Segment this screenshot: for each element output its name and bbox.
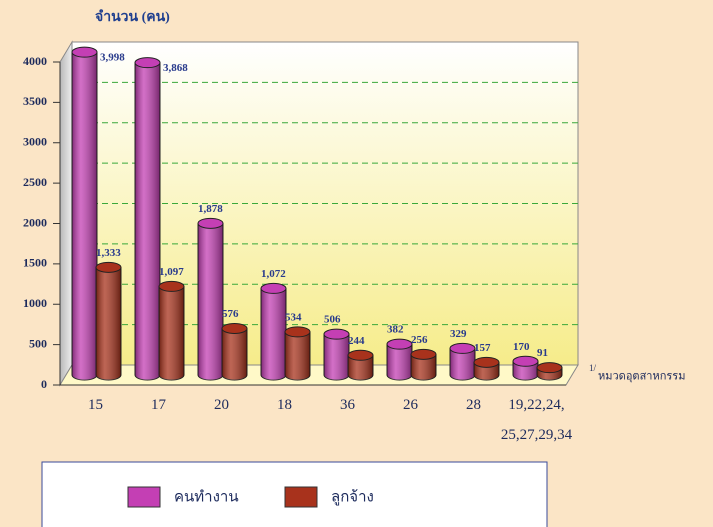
value-label: 1,072 — [261, 268, 286, 280]
value-label: 576 — [222, 308, 239, 320]
cylinder-shade — [261, 288, 286, 380]
cylinder-top — [260, 282, 287, 294]
cylinder — [95, 261, 122, 381]
cylinder-shade — [222, 328, 247, 380]
y-tick-label: 2500 — [23, 175, 47, 189]
x-tick-label: 18 — [277, 397, 292, 413]
side-wall — [59, 40, 73, 387]
cylinder — [449, 342, 476, 381]
cylinder-shade — [159, 286, 184, 380]
chart-title: จำนวน (คน) — [95, 9, 170, 25]
value-label: 157 — [474, 342, 491, 354]
value-label: 382 — [387, 324, 404, 336]
cylinder — [323, 328, 350, 381]
cylinder-shade — [411, 354, 436, 380]
cylinder-top — [158, 280, 185, 292]
cylinder-top — [386, 338, 413, 350]
x-tick-label: 19,22,24, 25,27,29,34 — [500, 397, 573, 443]
cylinder-shade — [285, 331, 310, 380]
cylinder — [197, 217, 224, 381]
cylinder — [134, 57, 161, 381]
value-label: 1,878 — [198, 203, 223, 215]
value-label: 170 — [513, 341, 530, 353]
legend-swatch — [284, 486, 318, 508]
x-axis-label: หมวดอุตสาหกรรม — [598, 371, 685, 383]
cylinder — [260, 282, 287, 381]
legend-label: ลูกจ้าง — [331, 488, 374, 505]
y-tick-label: 0 — [41, 377, 47, 391]
cylinder-top — [134, 57, 161, 69]
value-label: 3,868 — [163, 62, 188, 74]
cylinder-top — [410, 348, 437, 360]
value-label: 534 — [285, 311, 302, 323]
cylinder-top — [323, 328, 350, 340]
x-tick-label: 36 — [340, 397, 355, 413]
value-label: 256 — [411, 334, 428, 346]
value-label: 329 — [450, 328, 467, 340]
cylinder-shade — [135, 62, 160, 380]
cylinder — [410, 348, 437, 381]
value-label: 244 — [348, 335, 365, 347]
cylinder — [473, 356, 500, 381]
cylinder-top — [449, 342, 476, 354]
cylinder-top — [473, 356, 500, 368]
cylinder-shade — [96, 267, 121, 380]
x-tick-label: 28 — [466, 397, 481, 413]
y-tick-label: 3500 — [23, 94, 47, 108]
y-tick-label: 500 — [29, 336, 47, 350]
cylinder-top — [221, 322, 248, 334]
cylinder — [284, 326, 311, 381]
cylinder — [536, 362, 563, 381]
cylinder-shade — [198, 223, 223, 380]
cylinder-top — [197, 217, 224, 229]
cylinder — [158, 280, 185, 381]
cylinder-shade — [72, 52, 97, 380]
y-tick-label: 1500 — [23, 256, 47, 270]
x-tick-label: 26 — [403, 397, 418, 413]
y-tick-label: 4000 — [23, 54, 47, 68]
y-tick-label: 2000 — [23, 215, 47, 229]
value-label: 1,097 — [159, 266, 184, 278]
cylinder-top — [284, 326, 311, 338]
cylinder-top — [347, 349, 374, 361]
cylinder-shade — [348, 355, 373, 380]
cylinder-top — [512, 355, 539, 367]
x-tick-label: 15 — [88, 397, 103, 413]
cylinder-shade — [387, 344, 412, 380]
y-tick-label: 3000 — [23, 135, 47, 149]
cylinder — [221, 322, 248, 381]
y-tick-label: 1000 — [23, 296, 47, 310]
cylinder-shade — [324, 334, 349, 380]
cylinder — [347, 349, 374, 381]
cylinder-top — [95, 261, 122, 273]
cylinder — [71, 46, 98, 381]
value-label: 506 — [324, 314, 341, 326]
cylinder — [386, 338, 413, 381]
value-label: 1,333 — [96, 247, 121, 259]
x-axis-marker: 1/ — [589, 363, 597, 373]
cylinder — [512, 355, 539, 381]
cylinder-top — [536, 362, 563, 374]
x-tick-label: 20 — [214, 397, 229, 413]
cylinder-top — [71, 46, 98, 58]
legend-label: คนทำงาน — [174, 488, 239, 505]
legend-swatch — [127, 486, 161, 508]
value-label: 91 — [537, 347, 548, 359]
x-tick-label: 17 — [151, 397, 166, 413]
value-label: 3,998 — [100, 52, 125, 64]
cylinder-shade — [450, 348, 475, 380]
